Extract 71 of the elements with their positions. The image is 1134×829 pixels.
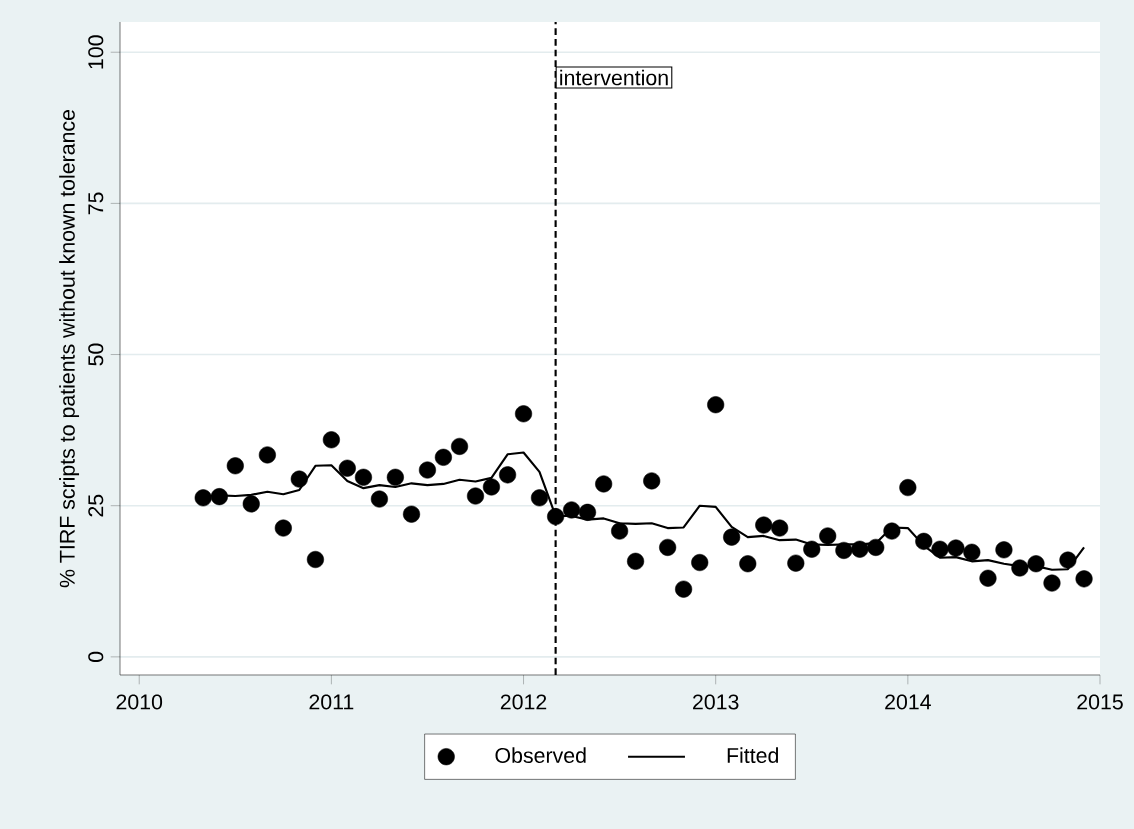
point (530, 489, 549, 507)
point (451, 437, 469, 455)
point (226, 457, 244, 475)
point (1011, 559, 1029, 577)
point (675, 580, 693, 598)
y-tick-label: 25 (88, 494, 104, 517)
y-tick-label: 100 (88, 35, 104, 69)
point (947, 539, 965, 557)
point (995, 541, 1013, 559)
y-tick-label: 0 (88, 651, 104, 662)
point (274, 519, 292, 537)
point (867, 538, 885, 556)
point (338, 459, 356, 477)
point (723, 528, 741, 546)
x-tick-label: 2014 (885, 694, 931, 710)
point (386, 468, 404, 486)
point (418, 461, 436, 479)
y-tick-label: 50 (88, 343, 104, 366)
point (466, 487, 485, 505)
point (771, 519, 789, 537)
point (659, 538, 677, 556)
ref-line-label: intervention (560, 69, 668, 86)
y-tick-label: 75 (88, 192, 104, 215)
point (322, 431, 340, 449)
point (306, 550, 324, 569)
x-tick-label: 2015 (1077, 694, 1123, 710)
point (787, 554, 805, 572)
point (595, 475, 613, 493)
point (563, 501, 581, 519)
legend-label: Fitted (727, 747, 779, 764)
x-tick-label: 2011 (309, 694, 354, 710)
point (290, 470, 308, 488)
point (258, 446, 276, 464)
point (1027, 555, 1045, 573)
point (915, 532, 933, 550)
point (851, 540, 869, 558)
point (819, 527, 837, 545)
point (242, 495, 260, 513)
legend-label: Observed (495, 747, 586, 764)
point (883, 522, 901, 540)
x-tick-label: 2012 (500, 694, 547, 710)
point (547, 508, 565, 526)
point (643, 472, 661, 490)
point (739, 555, 757, 573)
point (499, 466, 517, 484)
x-tick-label: 2010 (116, 694, 163, 710)
point (707, 396, 725, 414)
point (434, 448, 452, 466)
point (899, 479, 917, 497)
point (1059, 551, 1077, 569)
point (402, 505, 421, 523)
point (979, 569, 997, 587)
point (755, 516, 773, 534)
point (691, 554, 709, 572)
point (210, 488, 228, 506)
point (1075, 570, 1093, 588)
point (803, 540, 821, 558)
point (578, 503, 597, 521)
point (1043, 574, 1061, 592)
point (482, 478, 500, 496)
point (931, 540, 949, 558)
point (611, 522, 629, 540)
x-tick-label: 2013 (693, 694, 739, 710)
point (835, 541, 853, 559)
point (963, 543, 981, 561)
point (515, 405, 533, 423)
point (354, 468, 373, 486)
point (194, 489, 212, 507)
y-axis-title: % TIRF scripts to patients without known tolerance (59, 110, 80, 588)
point (627, 552, 645, 570)
point (370, 490, 388, 508)
